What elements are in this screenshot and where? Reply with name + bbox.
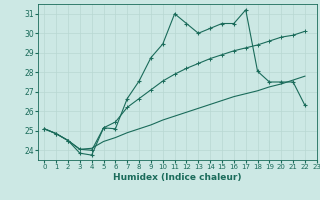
X-axis label: Humidex (Indice chaleur): Humidex (Indice chaleur) — [113, 173, 242, 182]
